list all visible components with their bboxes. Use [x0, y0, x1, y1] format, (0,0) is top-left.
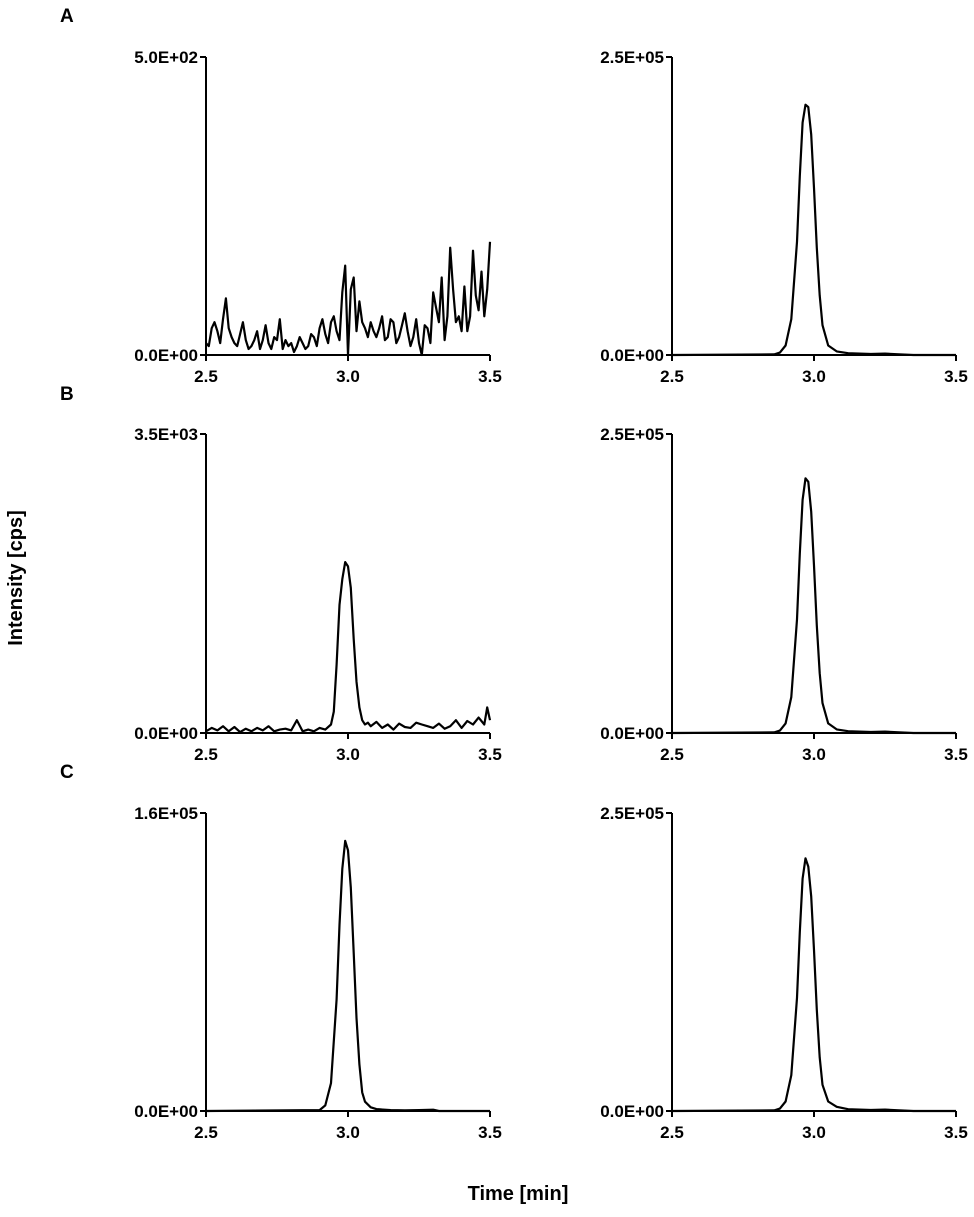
- trace-line-c-right: [671, 857, 956, 1113]
- x-tick-label-a-left: 2.5: [194, 367, 218, 386]
- x-tick-label-b-left: 2.5: [194, 745, 218, 764]
- y-tick-label-c-right: 0.0E+00: [600, 1102, 664, 1121]
- trace-line-a-left: [205, 241, 492, 357]
- x-tick-label-b-left: 3.5: [478, 745, 502, 764]
- x-tick-label-c-right: 3.0: [802, 1123, 826, 1142]
- trace-line-c-left: [205, 839, 490, 1113]
- panel-label-b: B: [60, 384, 74, 405]
- x-tick-label-a-left: 3.0: [336, 367, 360, 386]
- y-tick-label-a-right: 0.0E+00: [600, 346, 664, 365]
- y-axis-title: Intensity [cps]: [5, 510, 27, 646]
- x-tick-label-b-right: 3.0: [802, 745, 826, 764]
- x-tick-label-c-left: 2.5: [194, 1123, 218, 1142]
- x-tick-label-a-left: 3.5: [478, 367, 502, 386]
- y-tick-label-b-left: 3.5E+03: [134, 425, 198, 444]
- chart-a-right: 0.0E+00 2.5E+05 2.5 3.0 3.5: [600, 48, 968, 386]
- chart-b-right: 0.0E+00 2.5E+05 2.5 3.0 3.5: [600, 425, 968, 764]
- y-tick-label-c-right: 2.5E+05: [600, 804, 664, 823]
- x-tick-label-b-left: 3.0: [336, 745, 360, 764]
- x-tick-label-c-right: 3.5: [944, 1123, 968, 1142]
- chart-a-left: 0.0E+00 5.0E+02 2.5 3.0 3.5: [134, 48, 502, 386]
- chart-c-left: 0.0E+00 1.6E+05 2.5 3.0 3.5: [134, 804, 502, 1142]
- chart-c-right: 0.0E+00 2.5E+05 2.5 3.0 3.5: [600, 804, 968, 1142]
- x-tick-label-c-right: 2.5: [660, 1123, 684, 1142]
- y-tick-label-a-right: 2.5E+05: [600, 48, 664, 67]
- x-tick-label-c-left: 3.0: [336, 1123, 360, 1142]
- y-tick-label-c-left: 1.6E+05: [134, 804, 198, 823]
- x-tick-label-a-right: 2.5: [660, 367, 684, 386]
- trace-line-b-right: [671, 477, 956, 735]
- y-tick-label-b-left: 0.0E+00: [134, 724, 198, 743]
- y-tick-label-c-left: 0.0E+00: [134, 1102, 198, 1121]
- y-tick-label-b-right: 2.5E+05: [600, 425, 664, 444]
- trace-line-b-left: [205, 560, 492, 734]
- panel-label-c: C: [60, 762, 74, 783]
- x-tick-label-b-right: 2.5: [660, 745, 684, 764]
- y-tick-label-a-left: 0.0E+00: [134, 346, 198, 365]
- chart-b-left: 0.0E+00 3.5E+03 2.5 3.0 3.5: [134, 425, 502, 764]
- y-tick-label-b-right: 0.0E+00: [600, 724, 664, 743]
- x-axis-title: Time [min]: [468, 1183, 569, 1205]
- x-tick-label-a-right: 3.5: [944, 367, 968, 386]
- trace-line-a-right: [671, 103, 956, 357]
- x-tick-label-a-right: 3.0: [802, 367, 826, 386]
- x-tick-label-b-right: 3.5: [944, 745, 968, 764]
- panel-label-a: A: [60, 6, 74, 27]
- y-tick-label-a-left: 5.0E+02: [134, 48, 198, 67]
- x-tick-label-c-left: 3.5: [478, 1123, 502, 1142]
